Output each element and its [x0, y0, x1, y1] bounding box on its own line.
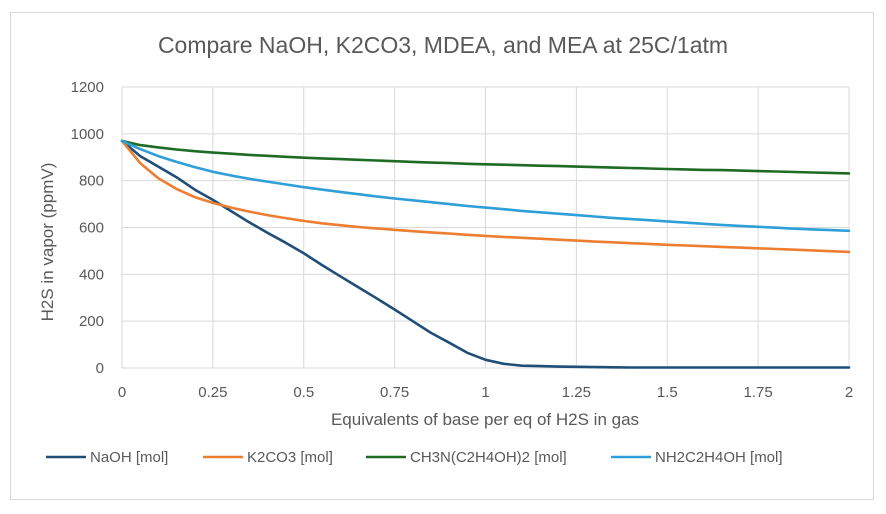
y-tick-label: 200 — [79, 313, 104, 330]
x-tick-label: 0.5 — [293, 384, 314, 401]
x-tick-label: 1.75 — [744, 384, 773, 401]
legend-label-2: CH3N(C2H4OH)2 [mol] — [410, 449, 567, 466]
series-line-0 — [120, 139, 851, 369]
x-tick-label: 2 — [845, 384, 853, 401]
y-tick-label: 0 — [96, 360, 104, 377]
y-tick-label: 400 — [79, 266, 104, 283]
y-tick-label: 600 — [79, 220, 104, 237]
y-tick-label: 1000 — [71, 126, 104, 143]
series-line-1 — [120, 139, 851, 254]
series-lines — [120, 139, 851, 369]
series-line-3 — [120, 139, 851, 233]
y-tick-label: 800 — [79, 173, 104, 190]
legend-label-3: NH2C2H4OH [mol] — [655, 449, 783, 466]
y-axis-title: H2S in vapor (ppmV) — [38, 163, 57, 322]
x-tick-label: 1.25 — [562, 384, 591, 401]
legend-label-1: K2CO3 [mol] — [247, 449, 333, 466]
x-tick-label: 0 — [118, 384, 126, 401]
x-tick-label: 0.75 — [380, 384, 409, 401]
chart-frame: Compare NaOH, K2CO3, MDEA, and MEA at 25… — [10, 12, 874, 500]
gridlines — [121, 86, 850, 369]
x-tick-label: 1 — [481, 384, 489, 401]
series-line-2 — [120, 139, 851, 175]
legend: NaOH [mol] K2CO3 [mol] CH3N(C2H4OH)2 [mol]… — [46, 449, 783, 466]
legend-label-0: NaOH [mol] — [90, 449, 168, 466]
x-tick-label: 0.25 — [198, 384, 227, 401]
chart-svg: Compare NaOH, K2CO3, MDEA, and MEA at 25… — [38, 32, 853, 466]
chart-title: Compare NaOH, K2CO3, MDEA, and MEA at 25… — [158, 32, 728, 58]
y-axis-ticks: 0 200 400 600 800 1000 1200 — [71, 79, 104, 377]
x-axis-ticks: 0 0.25 0.5 0.75 1 1.25 1.5 1.75 2 — [118, 384, 853, 401]
x-axis-title: Equivalents of base per eq of H2S in gas — [331, 410, 639, 429]
y-tick-label: 1200 — [71, 79, 104, 96]
x-tick-label: 1.5 — [657, 384, 678, 401]
